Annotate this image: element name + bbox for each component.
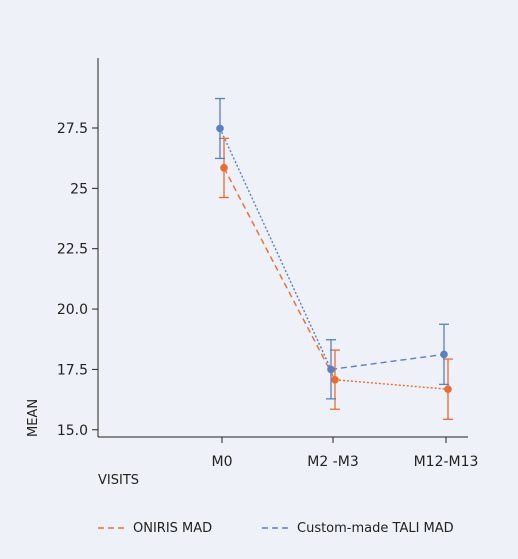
oniris-mad-point <box>220 164 228 172</box>
x-ticks: M0 M2 -M3 M12-M13 <box>212 437 479 470</box>
x-axis-title: VISITS <box>98 473 139 488</box>
x-tick-label: M0 <box>212 454 233 470</box>
legend-label-oniris: ONIRIS MAD <box>133 521 212 536</box>
series-lines <box>219 128 449 390</box>
custom-made-tali-mad-segment-2 <box>330 353 445 371</box>
custom-made-tali-mad-segment-1 <box>219 128 332 370</box>
custom-made-tali-mad-point <box>440 350 448 359</box>
oniris-mad-segment-1 <box>223 167 336 381</box>
oniris-mad-segment-2 <box>334 379 449 390</box>
legend: ONIRIS MAD Custom-made TALI MAD <box>98 521 454 536</box>
y-ticks: 15.0 17.5 20.0 22.5 25 27.5 <box>57 121 98 439</box>
y-tick-label: 17.5 <box>57 362 88 378</box>
y-tick-label: 22.5 <box>57 242 88 258</box>
custom-made-tali-mad-point <box>327 365 335 374</box>
y-tick-label: 15.0 <box>57 423 88 439</box>
legend-label-tali: Custom-made TALI MAD <box>297 521 454 536</box>
y-axis-title: MEAN <box>26 399 41 437</box>
y-tick-label: 25 <box>70 181 88 197</box>
oniris-mad-point <box>331 375 339 384</box>
custom-made-tali-mad-point <box>216 124 224 133</box>
oniris-mad-point <box>444 385 452 394</box>
x-tick-label: M12-M13 <box>414 454 479 470</box>
series-marks <box>215 97 453 421</box>
x-tick-label: M2 -M3 <box>307 454 358 470</box>
axes <box>97 58 468 438</box>
y-tick-label: 27.5 <box>57 121 88 137</box>
y-tick-label: 20.0 <box>57 302 88 318</box>
